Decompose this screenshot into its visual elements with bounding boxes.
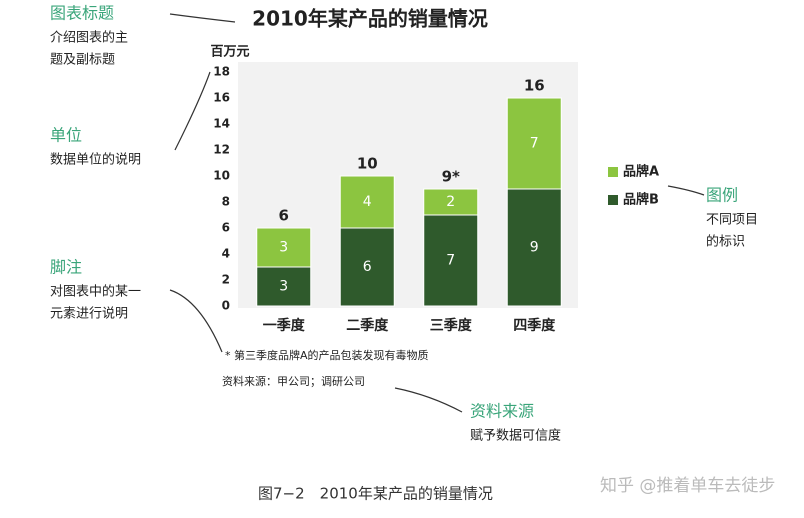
legend-label: 品牌B [623, 192, 659, 208]
legend-swatch [608, 195, 618, 205]
annotation-title: 单位 [50, 126, 82, 145]
bar-segment [423, 188, 479, 216]
annotation-text: 介绍图表的主 [50, 30, 128, 46]
data-label: 2 [446, 194, 455, 210]
data-label: 6 [363, 259, 372, 275]
leader-line [169, 289, 223, 353]
annotation-text: 赋予数据可信度 [470, 428, 561, 444]
x-tick-label: 一季度 [263, 317, 306, 334]
data-label: 7 [530, 136, 539, 152]
annotation-text: 的标识 [706, 234, 745, 250]
data-label: 7 [446, 253, 455, 269]
y-tick-label: 12 [213, 143, 230, 157]
leader-line [174, 71, 211, 151]
y-tick-label: 6 [222, 221, 230, 235]
annotation-text: 题及副标题 [50, 53, 115, 68]
total-label: 6 [279, 207, 289, 225]
x-tick-label: 四季度 [513, 317, 556, 334]
caption: 图7−2 2010年某产品的销量情况 [258, 485, 493, 503]
y-tick-label: 8 [222, 195, 230, 209]
source: 资料来源：甲公司；调研公司 [222, 374, 365, 388]
annotation-title: 资料来源 [470, 402, 534, 421]
annotation-title: 脚注 [50, 258, 82, 277]
annotation-lines [169, 13, 705, 413]
y-tick-label: 0 [222, 299, 230, 313]
annotation-text: 不同项目 [706, 213, 758, 228]
bar-segment [256, 227, 312, 268]
total-label: 10 [357, 155, 378, 173]
bar-segment [423, 214, 479, 307]
y-tick-label: 16 [213, 91, 230, 105]
chart-title: 2010年某产品的销量情况 [252, 7, 488, 31]
annotation-text: 元素进行说明 [50, 307, 128, 322]
bar-segment [256, 266, 312, 307]
legend-label: 品牌A [623, 164, 659, 180]
annotation-text: 对图表中的某一 [50, 284, 141, 300]
y-tick-label: 2 [222, 273, 230, 287]
footnote: * 第三季度品牌A的产品包装发现有毒物质 [225, 348, 429, 362]
annotation-title: 图表标题 [50, 4, 114, 23]
x-tick-label: 三季度 [430, 317, 473, 334]
watermark: 知乎 @推着单车去徒步 [600, 476, 775, 496]
data-label: 3 [279, 240, 288, 256]
leader-line [169, 13, 236, 23]
x-tick-label: 二季度 [346, 317, 389, 334]
leader-line [394, 387, 463, 413]
y-tick-label: 4 [222, 247, 230, 261]
unit-label: 百万元 [210, 45, 249, 60]
legend-swatch [608, 167, 618, 177]
y-tick-label: 14 [213, 117, 230, 131]
total-label: 16 [524, 77, 545, 95]
y-tick-label: 18 [213, 65, 230, 79]
data-label: 4 [363, 194, 372, 210]
data-label: 9 [530, 240, 539, 256]
leader-line [667, 185, 705, 196]
annotation-title: 图例 [706, 186, 738, 205]
annotation-text: 数据单位的说明 [50, 152, 141, 168]
data-label: 3 [279, 279, 288, 295]
y-tick-label: 10 [213, 169, 230, 183]
bar-segment [339, 227, 395, 307]
bar-segment [506, 97, 562, 190]
total-label: 9* [442, 168, 460, 186]
bar-segment [339, 175, 395, 229]
